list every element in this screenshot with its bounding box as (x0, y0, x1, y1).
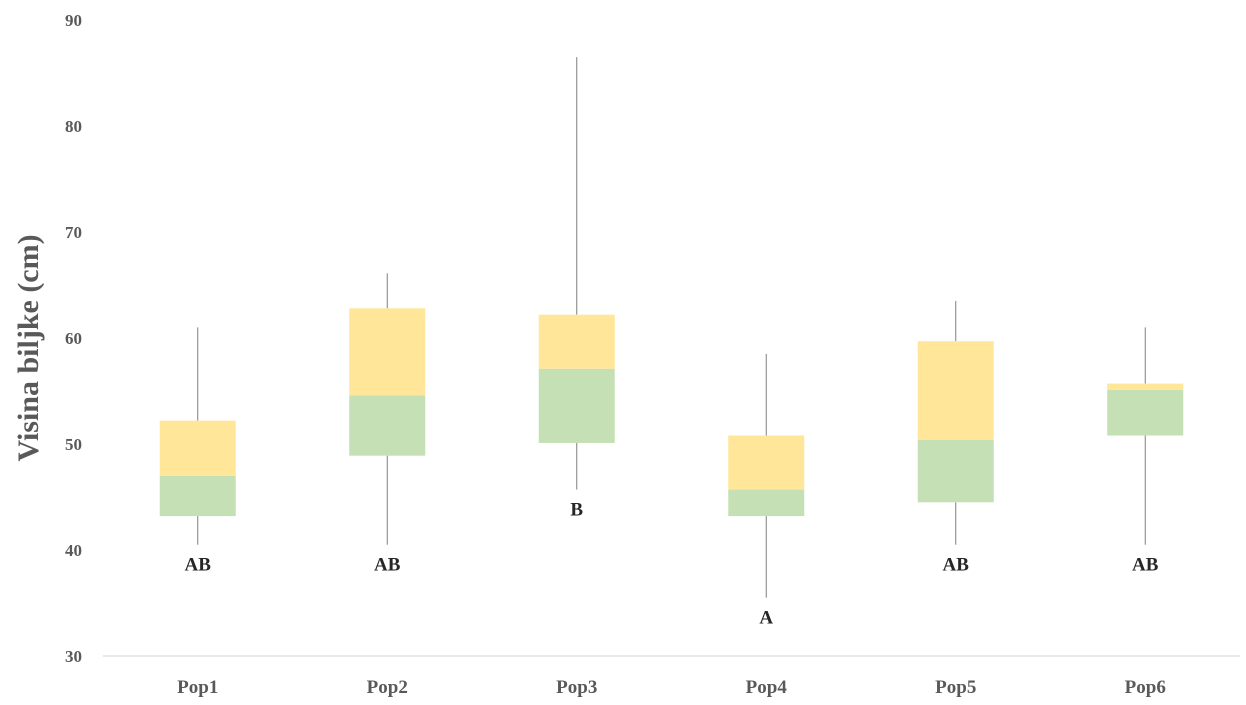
y-axis-title: Visina biljke (cm) (12, 234, 45, 461)
lower-box (917, 439, 994, 503)
upper-box (349, 308, 426, 396)
y-axis-title-group: Visina biljke (cm) (12, 234, 45, 461)
y-tick-label: 30 (65, 647, 82, 666)
upper-box (1107, 383, 1184, 390)
significance-label: A (759, 608, 773, 629)
lower-box (349, 395, 426, 456)
upper-box (538, 314, 615, 369)
box-series (159, 57, 1184, 598)
lower-box (159, 475, 236, 517)
y-tick-label: 80 (65, 117, 82, 136)
y-tick-label: 60 (65, 329, 82, 348)
significance-label: B (570, 500, 583, 521)
box-pop1 (159, 327, 236, 545)
y-tick-label: 50 (65, 435, 82, 454)
box-pop5 (917, 300, 994, 545)
lower-box (728, 489, 805, 517)
box-pop4 (728, 353, 805, 598)
lower-box (538, 368, 615, 443)
x-tick-label: Pop6 (1125, 677, 1166, 698)
x-tick-labels: Pop1 Pop2 Pop3 Pop4 Pop5 Pop6 (177, 677, 1166, 698)
significance-label: AB (185, 555, 212, 576)
y-tick-labels: 30 40 50 60 70 80 90 (65, 11, 82, 666)
x-tick-label: Pop4 (746, 677, 788, 698)
x-tick-label: Pop2 (367, 677, 408, 698)
box-pop6 (1107, 327, 1184, 545)
x-tick-label: Pop5 (935, 677, 976, 698)
x-tick-label: Pop3 (556, 677, 597, 698)
significance-labels: AB AB B A AB AB (185, 500, 1159, 629)
y-tick-label: 70 (65, 223, 82, 242)
upper-box (159, 420, 236, 476)
significance-label: AB (1132, 555, 1159, 576)
y-tick-label: 90 (65, 11, 82, 30)
box-pop3 (538, 57, 615, 490)
lower-box (1107, 389, 1184, 436)
y-tick-label: 40 (65, 541, 82, 560)
x-tick-label: Pop1 (177, 677, 218, 698)
significance-label: AB (374, 555, 401, 576)
box-pop2 (349, 273, 426, 545)
upper-box (917, 341, 994, 440)
upper-box (728, 435, 805, 490)
significance-label: AB (943, 555, 970, 576)
